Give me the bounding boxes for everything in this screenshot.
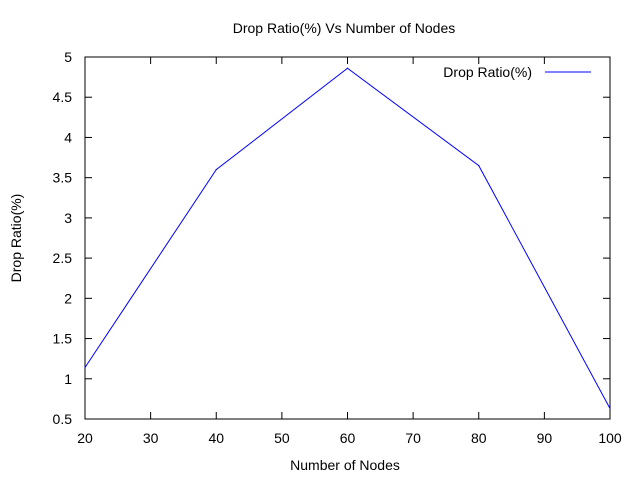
series-line <box>84 67 611 409</box>
y-tick-label: 2.5 <box>53 250 73 266</box>
x-tick-label: 70 <box>405 430 421 446</box>
chart-title: Drop Ratio(%) Vs Number of Nodes <box>233 20 456 36</box>
x-tick-label: 30 <box>143 430 159 446</box>
x-tick-label: 40 <box>208 430 224 446</box>
axis-tick-labels: 20 30 40 50 60 70 80 90 100 0.5 1 1.5 2 2.5 3 3.5 4 4.5 5 <box>53 49 622 446</box>
y-axis-label: Drop Ratio(%) <box>8 194 24 283</box>
y-tick-label: 3.5 <box>53 170 73 186</box>
data-point <box>609 407 611 410</box>
legend-label: Drop Ratio(%) <box>443 64 532 80</box>
axis-ticks <box>84 56 611 420</box>
y-tick-label: 4.5 <box>53 89 73 105</box>
x-axis-label: Number of Nodes <box>290 457 400 473</box>
data-point <box>478 165 480 167</box>
x-tick-label: 80 <box>471 430 487 446</box>
x-tick-label: 20 <box>77 430 93 446</box>
data-point <box>215 169 217 171</box>
y-tick-label: 2 <box>64 290 72 306</box>
x-tick-label: 50 <box>274 430 290 446</box>
x-tick-label: 60 <box>340 430 356 446</box>
legend: Drop Ratio(%) <box>443 64 591 80</box>
plot-frame <box>84 56 611 420</box>
x-tick-label: 90 <box>537 430 553 446</box>
data-point <box>346 67 349 69</box>
y-tick-label: 0.5 <box>53 411 73 427</box>
y-tick-label: 3 <box>64 210 72 226</box>
y-tick-label: 1 <box>64 371 72 387</box>
y-tick-label: 4 <box>64 129 72 145</box>
y-tick-label: 5 <box>64 49 72 65</box>
series-group <box>84 67 611 410</box>
x-tick-label: 100 <box>598 430 622 446</box>
y-tick-label: 1.5 <box>53 331 73 347</box>
data-point <box>84 366 86 369</box>
